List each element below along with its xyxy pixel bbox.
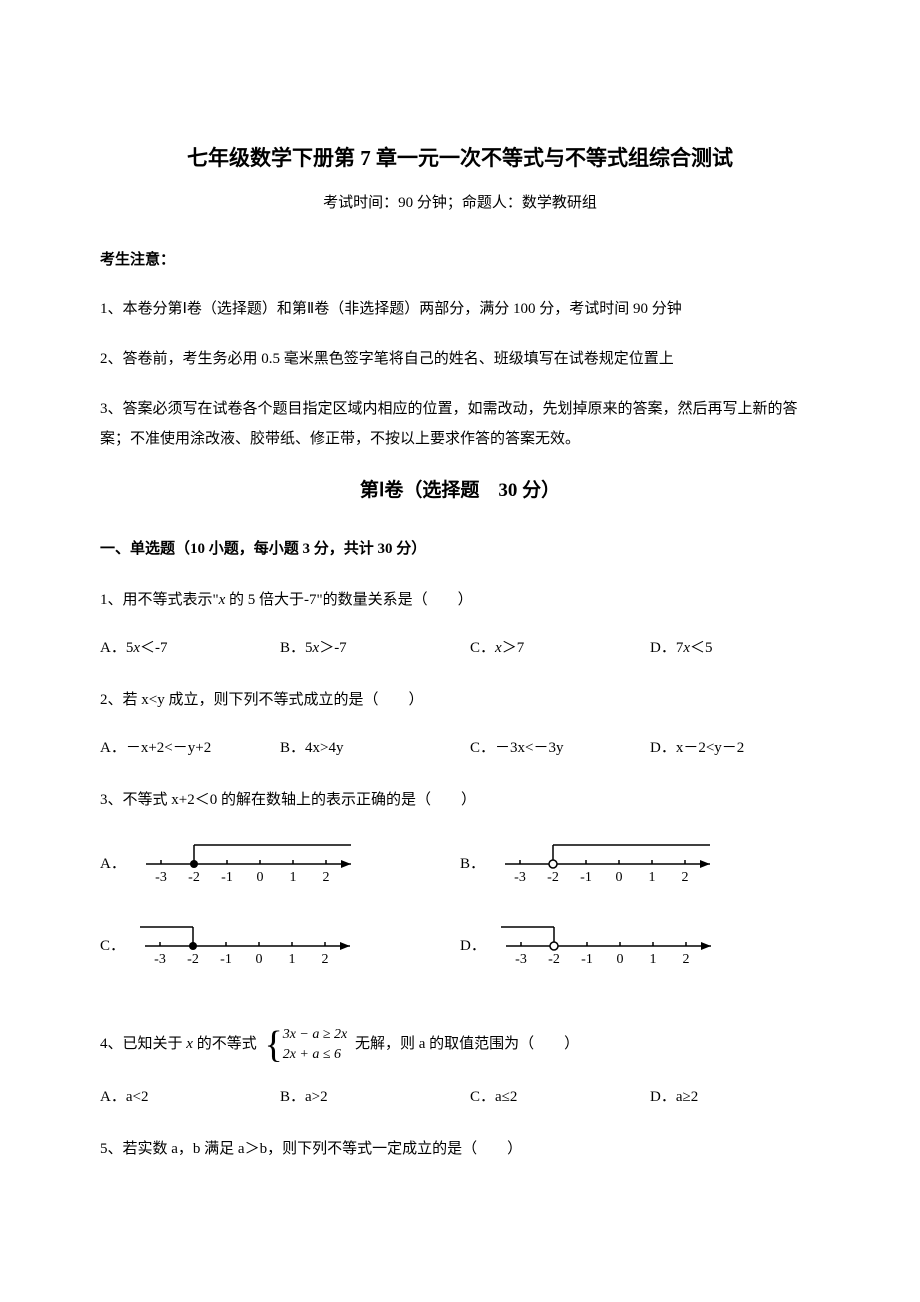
q1-b-post: ＞-7 bbox=[319, 640, 347, 656]
svg-text:0: 0 bbox=[616, 870, 623, 885]
svg-text:-3: -3 bbox=[154, 952, 166, 967]
svg-text:1: 1 bbox=[649, 870, 656, 885]
q1-option-b: B．5x＞-7 bbox=[280, 633, 470, 663]
number-line-b: -3 -2 -1 0 1 2 bbox=[495, 839, 725, 889]
q1-c-pre: C． bbox=[470, 640, 495, 656]
notice-item-3: 3、答案必须写在试卷各个题目指定区域内相应的位置，如需改动，先划掉原来的答案，然… bbox=[100, 394, 820, 454]
subsection-title: 一、单选题（10 小题，每小题 3 分，共计 30 分） bbox=[100, 536, 820, 563]
q4-text-pre: 4、已知关于 bbox=[100, 1036, 186, 1052]
question-3: 3、不等式 x+2＜0 的解在数轴上的表示正确的是（ ） A． -3 -2 -1… bbox=[100, 785, 820, 1003]
svg-text:-2: -2 bbox=[188, 870, 200, 885]
q2-option-d: D．x－2<y－2 bbox=[650, 733, 744, 763]
q1-d-var: x bbox=[683, 640, 690, 656]
q1-d-post: ＜5 bbox=[690, 640, 713, 656]
question-2: 2、若 x<y 成立，则下列不等式成立的是（ ） A．－x+2<－y+2 B．4… bbox=[100, 685, 820, 763]
q4-option-d: D．a≥2 bbox=[650, 1082, 698, 1112]
q4-var: x bbox=[186, 1036, 193, 1052]
q1-option-c: C．x＞7 bbox=[470, 633, 650, 663]
q4-options: A．a<2 B．a>2 C．a≤2 D．a≥2 bbox=[100, 1082, 820, 1112]
q2-option-b: B．4x>4y bbox=[280, 733, 470, 763]
q1-a-var: x bbox=[133, 640, 140, 656]
q3-a-label: A． bbox=[100, 839, 126, 879]
number-line-a: -3 -2 -1 0 1 2 bbox=[136, 839, 366, 889]
svg-text:2: 2 bbox=[322, 870, 329, 885]
svg-text:1: 1 bbox=[649, 952, 656, 967]
q3-options: A． -3 -2 -1 0 1 2 B． bbox=[100, 839, 820, 1003]
q1-option-a: A．5x＜-7 bbox=[100, 633, 280, 663]
page-subtitle: 考试时间：90 分钟；命题人：数学教研组 bbox=[100, 190, 820, 217]
q4-text-post: 无解，则 a 的取值范围为（ ） bbox=[355, 1036, 579, 1052]
q1-options: A．5x＜-7 B．5x＞-7 C．x＞7 D．7x＜5 bbox=[100, 633, 820, 663]
q2-text: 2、若 x<y 成立，则下列不等式成立的是（ ） bbox=[100, 692, 423, 708]
question-1: 1、用不等式表示"x 的 5 倍大于-7"的数量关系是（ ） A．5x＜-7 B… bbox=[100, 585, 820, 663]
svg-text:1: 1 bbox=[289, 870, 296, 885]
q1-d-pre: D．7 bbox=[650, 640, 683, 656]
q4-option-a: A．a<2 bbox=[100, 1082, 280, 1112]
q4-sys-line1: 3x − a ≥ 2x bbox=[283, 1025, 348, 1045]
q1-option-d: D．7x＜5 bbox=[650, 633, 713, 663]
q1-text-post: 的 5 倍大于-7"的数量关系是（ ） bbox=[225, 592, 472, 608]
svg-text:2: 2 bbox=[682, 952, 689, 967]
q4-sys-line2: 2x + a ≤ 6 bbox=[283, 1045, 348, 1065]
number-line-c: -3 -2 -1 0 1 2 bbox=[135, 921, 365, 971]
svg-text:0: 0 bbox=[256, 952, 263, 967]
notice-header: 考生注意： bbox=[100, 247, 820, 274]
brace-icon: { bbox=[264, 1026, 282, 1064]
svg-text:-1: -1 bbox=[221, 870, 233, 885]
q1-a-post: ＜-7 bbox=[140, 640, 168, 656]
svg-text:-1: -1 bbox=[581, 952, 593, 967]
q3-option-c: C． -3 -2 -1 0 1 2 bbox=[100, 921, 460, 971]
svg-text:-3: -3 bbox=[514, 870, 526, 885]
page-title: 七年级数学下册第 7 章一元一次不等式与不等式组综合测试 bbox=[100, 140, 820, 178]
q1-a-pre: A．5 bbox=[100, 640, 133, 656]
svg-text:-3: -3 bbox=[155, 870, 167, 885]
q2-options: A．－x+2<－y+2 B．4x>4y C．－3x<－3y D．x－2<y－2 bbox=[100, 733, 820, 763]
svg-text:0: 0 bbox=[616, 952, 623, 967]
svg-text:-1: -1 bbox=[580, 870, 592, 885]
svg-text:-2: -2 bbox=[547, 870, 559, 885]
q2-option-c: C．－3x<－3y bbox=[470, 733, 650, 763]
notice-item-2: 2、答卷前，考生务必用 0.5 毫米黑色签字笔将自己的姓名、班级填写在试卷规定位… bbox=[100, 344, 820, 374]
q3-option-b: B． -3 -2 -1 0 1 2 bbox=[460, 839, 820, 889]
svg-text:-2: -2 bbox=[548, 952, 560, 967]
number-line-d: -3 -2 -1 0 1 2 bbox=[496, 921, 726, 971]
q3-c-label: C． bbox=[100, 921, 125, 961]
svg-text:1: 1 bbox=[289, 952, 296, 967]
svg-text:0: 0 bbox=[256, 870, 263, 885]
question-5: 5、若实数 a，b 满足 a＞b，则下列不等式一定成立的是（ ） bbox=[100, 1134, 820, 1164]
q1-c-var: x bbox=[495, 640, 502, 656]
q4-system-lines: 3x − a ≥ 2x 2x + a ≤ 6 bbox=[283, 1025, 348, 1064]
svg-text:2: 2 bbox=[322, 952, 329, 967]
q2-option-a: A．－x+2<－y+2 bbox=[100, 733, 280, 763]
svg-text:-2: -2 bbox=[187, 952, 199, 967]
svg-text:-3: -3 bbox=[515, 952, 527, 967]
q4-system: { 3x − a ≥ 2x 2x + a ≤ 6 bbox=[264, 1025, 347, 1064]
q4-text-mid: 的不等式 bbox=[193, 1036, 257, 1052]
q1-text-pre: 1、用不等式表示" bbox=[100, 592, 219, 608]
q1-b-pre: B．5 bbox=[280, 640, 313, 656]
q3-text: 3、不等式 x+2＜0 的解在数轴上的表示正确的是（ ） bbox=[100, 792, 476, 808]
question-4: 4、已知关于 x 的不等式 { 3x − a ≥ 2x 2x + a ≤ 6 无… bbox=[100, 1025, 820, 1112]
q3-b-label: B． bbox=[460, 839, 485, 879]
q4-option-c: C．a≤2 bbox=[470, 1082, 650, 1112]
svg-text:2: 2 bbox=[682, 870, 689, 885]
notice-item-1: 1、本卷分第Ⅰ卷（选择题）和第Ⅱ卷（非选择题）两部分，满分 100 分，考试时间… bbox=[100, 294, 820, 324]
section-1-title: 第Ⅰ卷（选择题 30 分） bbox=[100, 474, 820, 508]
q1-c-post: ＞7 bbox=[502, 640, 525, 656]
svg-text:-1: -1 bbox=[220, 952, 232, 967]
q3-d-label: D． bbox=[460, 921, 486, 961]
q3-option-d: D． -3 -2 -1 0 1 2 bbox=[460, 921, 820, 971]
q5-text: 5、若实数 a，b 满足 a＞b，则下列不等式一定成立的是（ ） bbox=[100, 1141, 522, 1157]
q4-option-b: B．a>2 bbox=[280, 1082, 470, 1112]
q3-option-a: A． -3 -2 -1 0 1 2 bbox=[100, 839, 460, 889]
